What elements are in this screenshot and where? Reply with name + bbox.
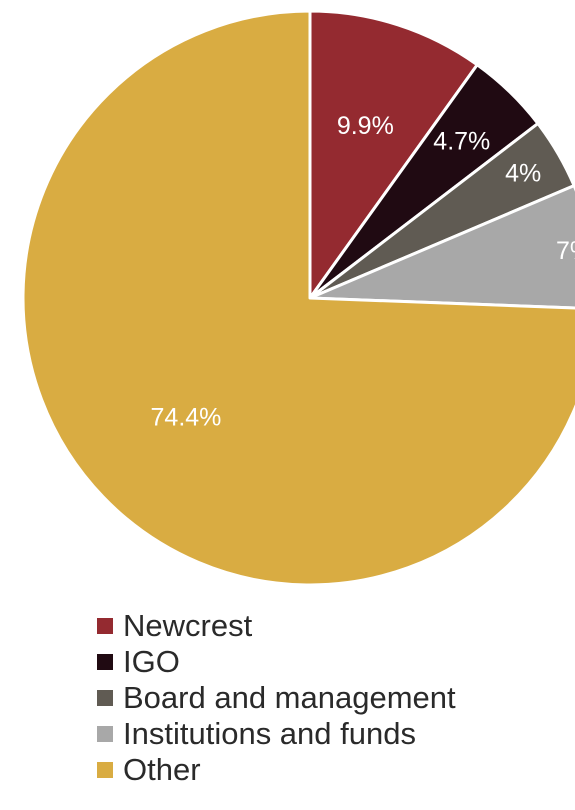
legend-item-other: Other xyxy=(97,752,456,788)
pie-chart: 9.9% 4.7% 4% 7% 74.4% xyxy=(21,9,575,587)
legend-item-igo: IGO xyxy=(97,644,456,680)
data-label-other: 74.4% xyxy=(151,403,222,431)
legend-label-newcrest: Newcrest xyxy=(123,608,253,643)
pie-data-labels: 9.9% 4.7% 4% 7% 74.4% xyxy=(151,112,575,432)
pie-slices xyxy=(21,9,575,587)
data-label-institutions-and-funds: 7% xyxy=(556,237,575,265)
slice-institutions-and-funds xyxy=(308,184,575,310)
legend-swatch-newcrest xyxy=(97,618,113,634)
legend-label-institutions-and-funds: Institutions and funds xyxy=(123,716,416,751)
legend-swatch-board-and-management xyxy=(97,690,113,706)
slice-other xyxy=(21,9,575,587)
legend: Newcrest IGO Board and management Instit… xyxy=(97,608,456,788)
legend-item-institutions-and-funds: Institutions and funds xyxy=(97,716,456,752)
legend-label-igo: IGO xyxy=(123,644,180,679)
legend-item-board-and-management: Board and management xyxy=(97,680,456,716)
legend-item-newcrest: Newcrest xyxy=(97,608,456,644)
legend-swatch-institutions-and-funds xyxy=(97,726,113,742)
slice-newcrest xyxy=(308,9,479,300)
data-label-newcrest: 9.9% xyxy=(337,112,394,140)
data-label-board-and-management: 4% xyxy=(505,160,541,188)
legend-label-other: Other xyxy=(123,752,201,787)
legend-label-board-and-management: Board and management xyxy=(123,680,456,715)
legend-swatch-igo xyxy=(97,654,113,670)
legend-swatch-other xyxy=(97,762,113,778)
data-label-igo: 4.7% xyxy=(433,127,490,155)
